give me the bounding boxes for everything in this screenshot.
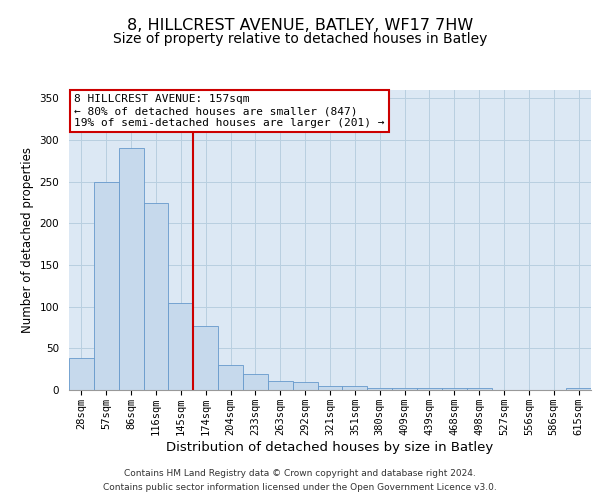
Bar <box>143 202 169 390</box>
Bar <box>69 358 94 390</box>
Bar <box>193 326 218 390</box>
Bar <box>442 388 467 390</box>
Text: Size of property relative to detached houses in Batley: Size of property relative to detached ho… <box>113 32 487 46</box>
Bar <box>566 388 591 390</box>
X-axis label: Distribution of detached houses by size in Batley: Distribution of detached houses by size … <box>166 440 494 454</box>
Bar <box>417 388 442 390</box>
Text: 8, HILLCREST AVENUE, BATLEY, WF17 7HW: 8, HILLCREST AVENUE, BATLEY, WF17 7HW <box>127 18 473 32</box>
Bar <box>243 374 268 390</box>
Text: 8 HILLCREST AVENUE: 157sqm
← 80% of detached houses are smaller (847)
19% of sem: 8 HILLCREST AVENUE: 157sqm ← 80% of deta… <box>74 94 385 128</box>
Bar <box>94 182 119 390</box>
Bar <box>218 365 243 390</box>
Bar <box>119 148 143 390</box>
Bar <box>293 382 317 390</box>
Bar <box>268 381 293 390</box>
Bar <box>467 388 491 390</box>
Bar <box>169 304 193 390</box>
Text: Contains public sector information licensed under the Open Government Licence v3: Contains public sector information licen… <box>103 484 497 492</box>
Text: Contains HM Land Registry data © Crown copyright and database right 2024.: Contains HM Land Registry data © Crown c… <box>124 468 476 477</box>
Bar <box>343 386 367 390</box>
Bar <box>367 388 392 390</box>
Y-axis label: Number of detached properties: Number of detached properties <box>21 147 34 333</box>
Bar <box>392 388 417 390</box>
Bar <box>317 386 343 390</box>
